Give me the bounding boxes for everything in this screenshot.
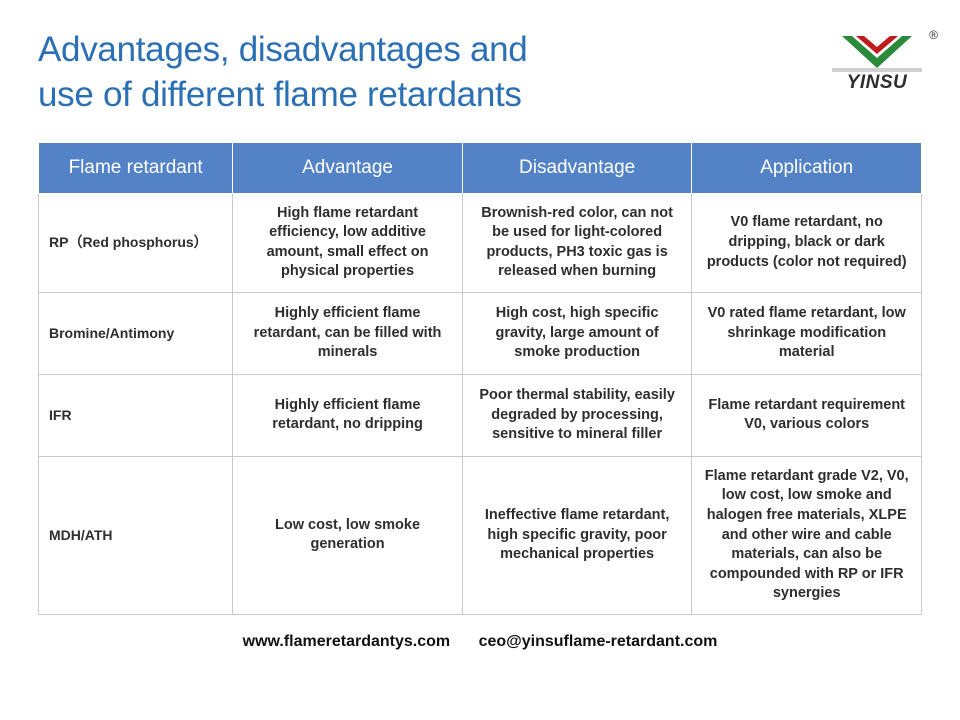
cell-advantage: Low cost, low smoke generation <box>233 456 463 614</box>
cell-disadvantage: Poor thermal stability, easily degraded … <box>462 374 692 456</box>
brand-logo: ® YINSU <box>832 28 922 94</box>
cell-name: RP（Red phosphorus） <box>39 193 233 292</box>
cell-name: MDH/ATH <box>39 456 233 614</box>
cell-disadvantage: Ineffective flame retardant, high specif… <box>462 456 692 614</box>
footer-website: www.flameretardantys.com <box>243 633 450 650</box>
col-disadvantage: Disadvantage <box>462 142 692 193</box>
footer: www.flameretardantys.com ceo@yinsuflame-… <box>38 633 922 651</box>
table-row: Bromine/AntimonyHighly efficient flame r… <box>39 292 922 374</box>
cell-advantage: Highly efficient flame retardant, no dri… <box>233 374 463 456</box>
cell-advantage: High flame retardant efficiency, low add… <box>233 193 463 292</box>
cell-application: V0 flame retardant, no dripping, black o… <box>692 193 922 292</box>
title-line-2: use of different flame retardants <box>38 75 522 114</box>
header: Advantages, disadvantages and use of dif… <box>38 28 922 118</box>
table-row: IFRHighly efficient flame retardant, no … <box>39 374 922 456</box>
registered-icon: ® <box>929 28 938 42</box>
cell-application: Flame retardant requirement V0, various … <box>692 374 922 456</box>
cell-application: V0 rated flame retardant, low shrinkage … <box>692 292 922 374</box>
col-flame-retardant: Flame retardant <box>39 142 233 193</box>
col-application: Application <box>692 142 922 193</box>
cell-name: Bromine/Antimony <box>39 292 233 374</box>
table-row: RP（Red phosphorus）High flame retardant e… <box>39 193 922 292</box>
col-advantage: Advantage <box>233 142 463 193</box>
cell-application: Flame retardant grade V2, V0, low cost, … <box>692 456 922 614</box>
cell-advantage: Highly efficient flame retardant, can be… <box>233 292 463 374</box>
cell-disadvantage: Brownish-red color, can not be used for … <box>462 193 692 292</box>
brand-name: YINSU <box>832 72 922 94</box>
footer-email: ceo@yinsuflame-retardant.com <box>479 633 718 650</box>
table-row: MDH/ATHLow cost, low smoke generationIne… <box>39 456 922 614</box>
cell-disadvantage: High cost, high specific gravity, large … <box>462 292 692 374</box>
cell-name: IFR <box>39 374 233 456</box>
logo-mark-icon: ® <box>832 34 922 74</box>
table-header-row: Flame retardant Advantage Disadvantage A… <box>39 142 922 193</box>
comparison-table: Flame retardant Advantage Disadvantage A… <box>38 142 922 615</box>
title-line-1: Advantages, disadvantages and <box>38 30 527 69</box>
page-title: Advantages, disadvantages and use of dif… <box>38 28 527 118</box>
